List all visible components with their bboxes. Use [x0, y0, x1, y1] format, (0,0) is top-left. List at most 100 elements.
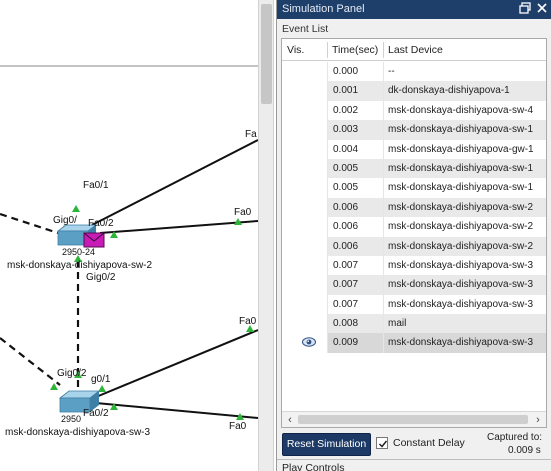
- link-sw3-mid-right: [96, 330, 258, 397]
- event-row[interactable]: 0.006 msk-donskaya-dishiyapova-sw-2: [282, 198, 547, 217]
- event-time: 0.000: [327, 62, 383, 81]
- event-visibility-cell[interactable]: [282, 275, 327, 294]
- event-last-device: msk-donskaya-dishiyapova-sw-2: [383, 237, 547, 256]
- link-status-icon: [50, 383, 58, 390]
- event-last-device: msk-donskaya-dishiyapova-sw-3: [383, 295, 547, 314]
- scrollbar-thumb[interactable]: [298, 415, 528, 424]
- event-last-device: mail: [383, 314, 547, 333]
- event-time: 0.005: [327, 159, 383, 178]
- column-header-last-device[interactable]: Last Device: [388, 44, 443, 56]
- event-list-table: Vis. Time(sec) Last Device 0.000 -- 0.001 d…: [281, 38, 547, 428]
- event-visibility-cell[interactable]: [282, 159, 327, 178]
- event-row[interactable]: 0.002 msk-donskaya-dishiyapova-sw-4: [282, 101, 547, 120]
- event-visibility-cell[interactable]: [282, 217, 327, 236]
- event-last-device: msk-donskaya-dishiyapova-sw-3: [383, 333, 547, 352]
- event-row[interactable]: 0.009 msk-donskaya-dishiyapova-sw-3: [282, 333, 547, 352]
- event-time: 0.007: [327, 275, 383, 294]
- event-time: 0.007: [327, 295, 383, 314]
- event-visibility-cell[interactable]: [282, 314, 327, 333]
- link-sw2-right: [100, 221, 258, 233]
- event-time: 0.004: [327, 140, 383, 159]
- event-row[interactable]: 0.004 msk-donskaya-dishiyapova-gw-1: [282, 140, 547, 159]
- topology-diagram[interactable]: Fa Fa0/1 Gig0/ Fa0/2 Fa0 Gig0/2 Fa0 Gig0…: [0, 0, 258, 471]
- constant-delay-checkbox[interactable]: [376, 437, 388, 449]
- checkmark-icon: [378, 439, 388, 449]
- event-row[interactable]: 0.000 --: [282, 62, 547, 81]
- event-visibility-cell[interactable]: [282, 198, 327, 217]
- event-row[interactable]: 0.001 dk-donskaya-dishiyapova-1: [282, 81, 547, 100]
- link-left-sw2: [0, 214, 58, 233]
- restore-window-icon[interactable]: [518, 2, 532, 16]
- event-last-device: msk-donskaya-dishiyapova-sw-1: [383, 120, 547, 139]
- event-row[interactable]: 0.007 msk-donskaya-dishiyapova-sw-3: [282, 256, 547, 275]
- event-last-device: msk-donskaya-dishiyapova-sw-3: [383, 275, 547, 294]
- close-panel-icon[interactable]: [535, 2, 549, 16]
- event-visibility-cell[interactable]: [282, 237, 327, 256]
- event-last-device: --: [383, 62, 547, 81]
- event-row[interactable]: 0.006 msk-donskaya-dishiyapova-sw-2: [282, 217, 547, 236]
- event-visibility-cell[interactable]: [282, 140, 327, 159]
- port-label: Fa: [245, 129, 257, 140]
- event-time: 0.006: [327, 198, 383, 217]
- event-row[interactable]: 0.005 msk-donskaya-dishiyapova-sw-1: [282, 159, 547, 178]
- event-time: 0.001: [327, 81, 383, 100]
- event-time: 0.007: [327, 256, 383, 275]
- event-visibility-cell[interactable]: [282, 120, 327, 139]
- port-label: Fa0: [229, 421, 247, 432]
- event-last-device: msk-donskaya-dishiyapova-sw-1: [383, 159, 547, 178]
- table-header: Vis. Time(sec) Last Device: [282, 39, 547, 61]
- event-row[interactable]: 0.006 msk-donskaya-dishiyapova-sw-2: [282, 237, 547, 256]
- scroll-left-icon[interactable]: ‹: [283, 413, 297, 427]
- scrollbar-thumb[interactable]: [261, 4, 272, 104]
- event-last-device: msk-donskaya-dishiyapova-sw-4: [383, 101, 547, 120]
- event-visibility-cell[interactable]: [282, 62, 327, 81]
- port-label: Fa0/2: [83, 408, 109, 419]
- event-time: 0.006: [327, 217, 383, 236]
- event-last-device: dk-donskaya-dishiyapova-1: [383, 81, 547, 100]
- panel-title-bar: Simulation Panel: [277, 0, 551, 19]
- reset-simulation-button[interactable]: Reset Simulation: [282, 433, 371, 456]
- event-visibility-cell[interactable]: [282, 81, 327, 100]
- device-model-label: 2950-24: [62, 247, 95, 257]
- event-visibility-cell[interactable]: [282, 295, 327, 314]
- event-visibility-cell[interactable]: [282, 256, 327, 275]
- scroll-right-icon[interactable]: ›: [531, 413, 545, 427]
- topology-canvas[interactable]: Fa Fa0/1 Gig0/ Fa0/2 Fa0 Gig0/2 Fa0 Gig0…: [0, 0, 258, 471]
- event-last-device: msk-donskaya-dishiyapova-sw-2: [383, 217, 547, 236]
- event-list-label: Event List: [282, 23, 328, 35]
- column-header-vis[interactable]: Vis.: [287, 44, 304, 56]
- event-row[interactable]: 0.007 msk-donskaya-dishiyapova-sw-3: [282, 295, 547, 314]
- column-header-time[interactable]: Time(sec): [332, 44, 378, 56]
- event-visibility-cell[interactable]: [282, 101, 327, 120]
- port-label: Fa0: [239, 316, 257, 327]
- play-controls-label: Play Controls: [282, 462, 344, 471]
- simulation-panel: Simulation Panel Event List Vis. Time(se…: [276, 0, 551, 471]
- link-sw3-bottom-right: [96, 403, 258, 418]
- eye-icon: [302, 337, 316, 347]
- port-label: Gig0/2: [57, 368, 87, 379]
- device-model-label: 2950: [61, 414, 81, 424]
- constant-delay-label: Constant Delay: [393, 437, 465, 449]
- port-label: Gig0/2: [86, 272, 116, 283]
- event-time: 0.003: [327, 120, 383, 139]
- event-row[interactable]: 0.008 mail: [282, 314, 547, 333]
- port-label: Fa0/1: [83, 180, 109, 191]
- horizontal-scrollbar[interactable]: ‹ ›: [282, 411, 546, 427]
- event-last-device: msk-donskaya-dishiyapova-gw-1: [383, 140, 547, 159]
- event-row[interactable]: 0.005 msk-donskaya-dishiyapova-sw-1: [282, 178, 547, 197]
- event-time: 0.005: [327, 178, 383, 197]
- event-row[interactable]: 0.007 msk-donskaya-dishiyapova-sw-3: [282, 275, 547, 294]
- event-last-device: msk-donskaya-dishiyapova-sw-1: [383, 178, 547, 197]
- event-visibility-cell[interactable]: [282, 333, 327, 352]
- event-rows: 0.000 -- 0.001 dk-donskaya-dishiyapova-1 0.0…: [282, 62, 547, 353]
- captured-to-label: Captured to:: [487, 432, 542, 443]
- port-label: Fa0: [234, 207, 252, 218]
- event-last-device: msk-donskaya-dishiyapova-sw-2: [383, 198, 547, 217]
- event-visibility-cell[interactable]: [282, 178, 327, 197]
- port-label: Fa0/2: [88, 218, 114, 229]
- event-row[interactable]: 0.003 msk-donskaya-dishiyapova-sw-1: [282, 120, 547, 139]
- event-time: 0.009: [327, 333, 383, 352]
- canvas-vertical-scrollbar[interactable]: [258, 0, 274, 471]
- captured-to-value: 0.009 s: [508, 445, 541, 456]
- link-left-sw3: [0, 338, 60, 385]
